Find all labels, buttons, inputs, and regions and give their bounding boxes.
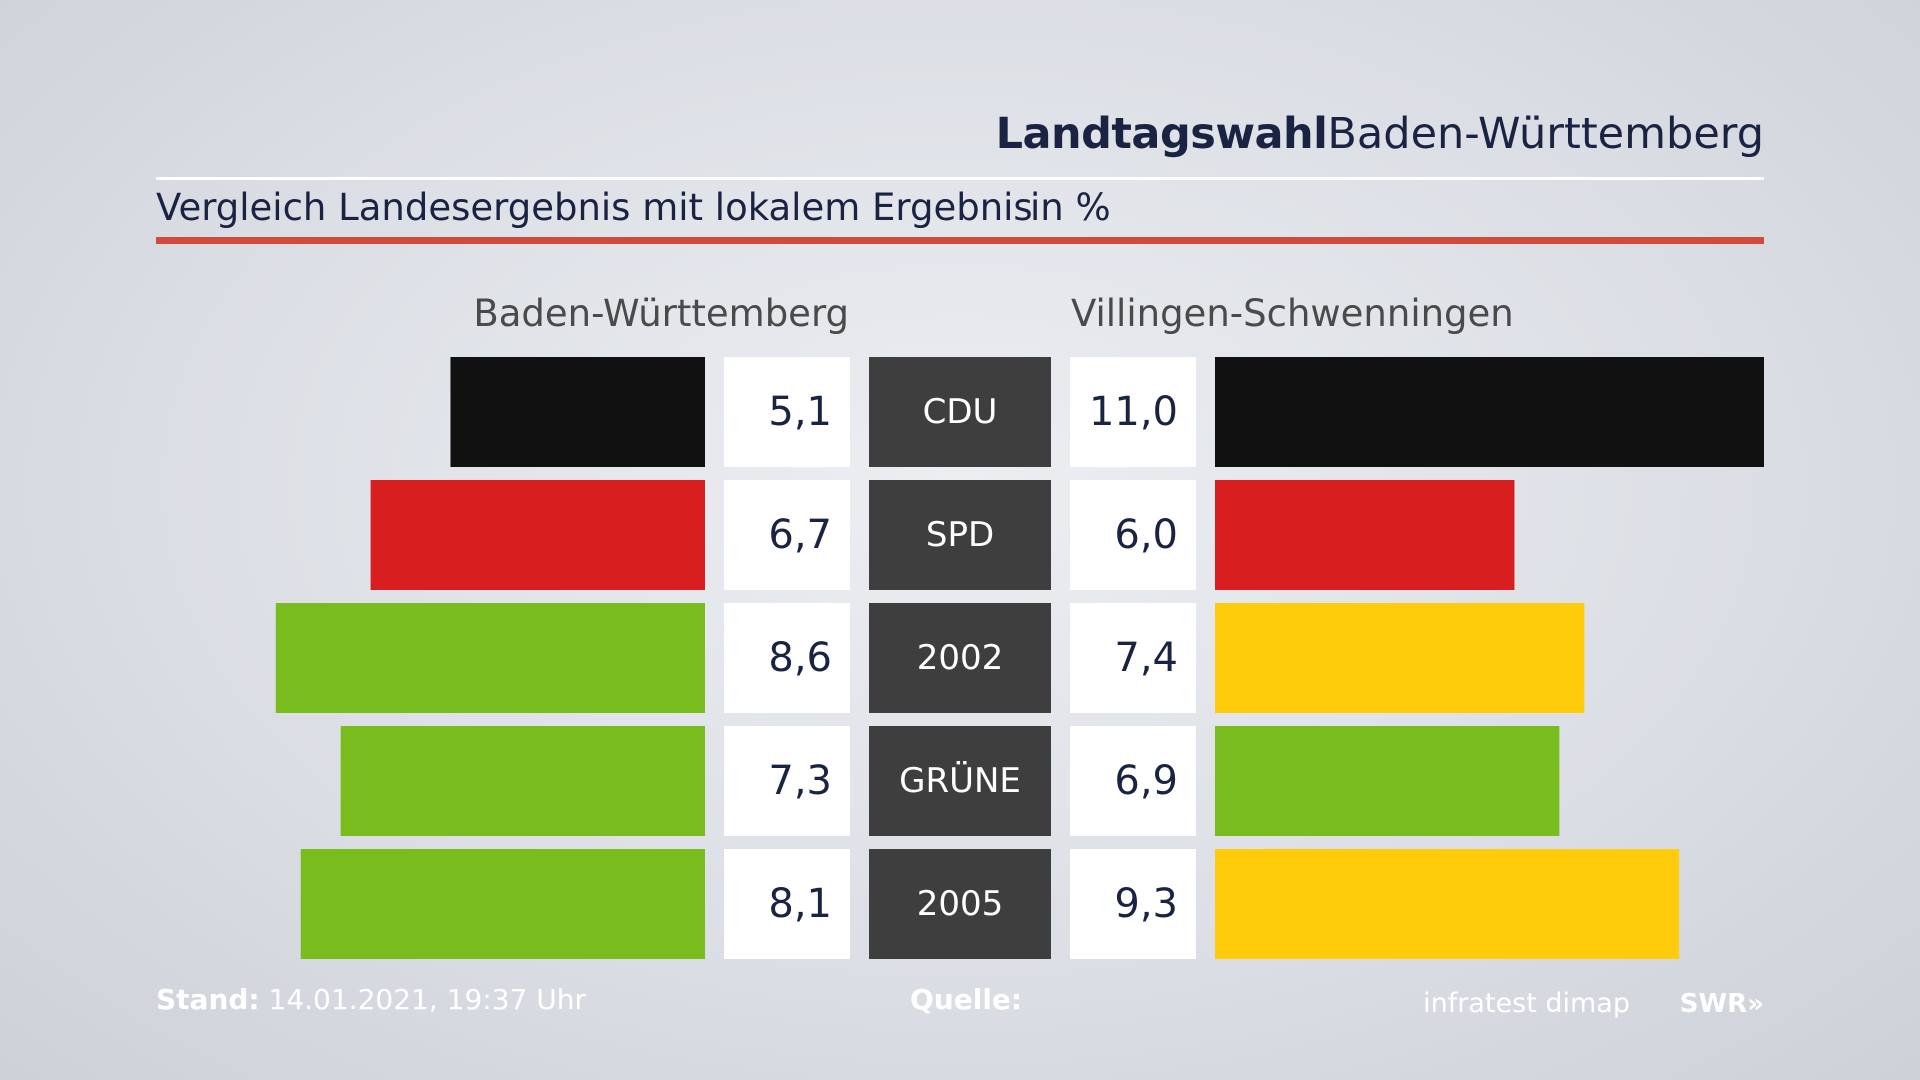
value-label-left: 5,1 bbox=[768, 389, 832, 435]
bar-right bbox=[1215, 480, 1515, 590]
footer-stand: Stand: 14.01.2021, 19:37 Uhr bbox=[156, 982, 586, 1018]
category-label: 2002 bbox=[917, 638, 1004, 678]
bar-right bbox=[1215, 726, 1560, 836]
bar-right bbox=[1215, 603, 1585, 713]
value-box-left bbox=[724, 480, 850, 590]
value-box-left bbox=[724, 357, 850, 467]
value-box-left bbox=[724, 603, 850, 713]
value-box-right bbox=[1070, 849, 1196, 959]
title-divider bbox=[156, 177, 1764, 180]
category-label: 2005 bbox=[917, 884, 1004, 924]
bar-left bbox=[340, 726, 705, 836]
value-label-right: 11,0 bbox=[1089, 389, 1178, 435]
unit-label: in % bbox=[1030, 186, 1111, 229]
value-label-right: 7,4 bbox=[1114, 635, 1178, 681]
quelle-label: Quelle: bbox=[910, 983, 1023, 1016]
value-label-left: 6,7 bbox=[768, 512, 832, 558]
value-label-right: 6,9 bbox=[1114, 758, 1178, 804]
chart-title: LandtagswahlBaden-Württemberg bbox=[996, 106, 1764, 162]
bar-left bbox=[450, 357, 705, 467]
value-box-right bbox=[1070, 603, 1196, 713]
value-label-left: 8,6 bbox=[768, 635, 832, 681]
series-right-name: Villingen-Schwenningen bbox=[1071, 292, 1514, 335]
stand-value: 14.01.2021, 19:37 Uhr bbox=[268, 983, 586, 1016]
value-label-right: 6,0 bbox=[1114, 512, 1178, 558]
bar-left bbox=[300, 849, 705, 959]
bar-right bbox=[1215, 357, 1764, 467]
source-label: infratest dimap bbox=[1423, 988, 1630, 1019]
value-box-right bbox=[1070, 480, 1196, 590]
category-label: GRÜNE bbox=[899, 760, 1021, 801]
value-label-right: 9,3 bbox=[1114, 881, 1178, 927]
category-label: CDU bbox=[923, 392, 998, 432]
bar-left bbox=[370, 480, 705, 590]
title-bold: Landtagswahl bbox=[995, 109, 1328, 159]
value-label-left: 8,1 bbox=[768, 881, 832, 927]
series-left-name: Baden-Württemberg bbox=[473, 292, 849, 335]
bar-left bbox=[275, 603, 705, 713]
value-box-right bbox=[1070, 726, 1196, 836]
category-box bbox=[869, 480, 1051, 590]
value-label-left: 7,3 bbox=[768, 758, 832, 804]
category-box bbox=[869, 603, 1051, 713]
title-regular: Baden-Württemberg bbox=[1327, 109, 1764, 159]
accent-divider bbox=[156, 237, 1764, 244]
bar-right bbox=[1215, 849, 1680, 959]
category-box bbox=[869, 849, 1051, 959]
value-box-left bbox=[724, 726, 850, 836]
stand-label: Stand: bbox=[156, 983, 260, 1016]
value-box-right bbox=[1070, 357, 1196, 467]
chart-subtitle: Vergleich Landesergebnis mit lokalem Erg… bbox=[156, 186, 1033, 229]
swr-logo: SWR» bbox=[1679, 989, 1764, 1019]
value-box-left bbox=[724, 849, 850, 959]
category-box bbox=[869, 726, 1051, 836]
category-box bbox=[869, 357, 1051, 467]
category-label: SPD bbox=[926, 515, 994, 555]
